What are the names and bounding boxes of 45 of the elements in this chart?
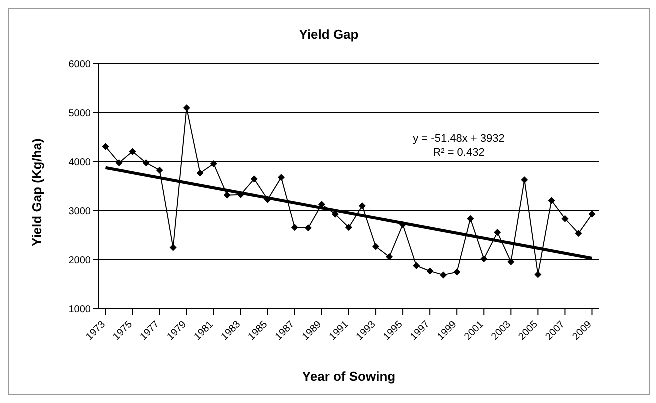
y-tick-label: 6000 (68, 60, 92, 71)
point (346, 224, 352, 232)
point (183, 104, 190, 112)
chart-title: Yield Gap (298, 27, 360, 42)
point (278, 174, 285, 182)
point (129, 148, 136, 156)
point (588, 210, 596, 218)
x-axis-title: Year of Sowing (302, 369, 396, 384)
point (454, 268, 461, 276)
point (102, 143, 110, 150)
point (170, 244, 177, 252)
y-tick-label: 3000 (68, 206, 92, 218)
annotation: R² = 0.432 (433, 147, 485, 159)
y-axis-title: Yield Gap (Kg/ha) (30, 138, 45, 246)
point (440, 272, 448, 279)
point (575, 230, 582, 238)
point (142, 159, 150, 166)
point (400, 221, 407, 228)
y-tick-label: 4000 (68, 158, 92, 169)
point (116, 159, 123, 166)
point (494, 229, 502, 236)
y-tick-label: 2000 (68, 256, 92, 267)
point (359, 202, 366, 210)
point (291, 224, 298, 232)
annotation: y = -51.48x + 3932 (413, 133, 505, 145)
point (413, 262, 420, 270)
point (210, 160, 218, 168)
point (534, 271, 542, 278)
point (480, 256, 488, 263)
point (156, 166, 164, 174)
point (304, 224, 312, 232)
point (372, 243, 380, 250)
point (548, 197, 556, 204)
point (426, 268, 434, 275)
point (224, 192, 231, 199)
point (508, 258, 515, 266)
y-tick-label: 5000 (68, 108, 92, 120)
point (521, 176, 528, 184)
point (562, 215, 569, 222)
point (264, 196, 272, 204)
point (467, 215, 474, 222)
point (196, 170, 204, 177)
y-tick-label: 1000 (68, 304, 92, 316)
point (250, 176, 258, 183)
point (237, 191, 244, 198)
